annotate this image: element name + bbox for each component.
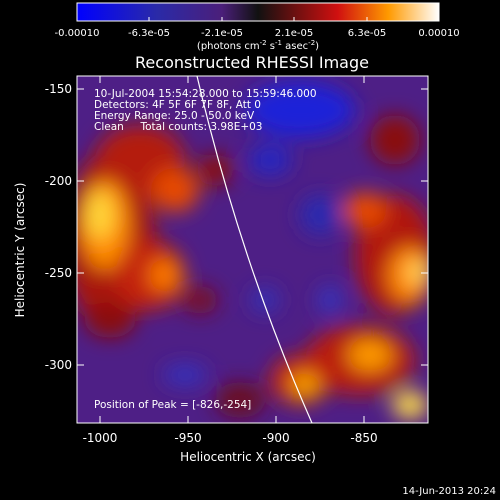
info-line-detectors: Detectors: 4F 5F 6F 7F 8F, Att 0 (94, 99, 261, 111)
info-line-energy: Energy Range: 25.0 - 50.0 keV (94, 110, 255, 122)
colorbar-label-6: 0.00010 (418, 28, 459, 39)
y-tick-label-1: -150 (45, 82, 72, 96)
colorbar-label-4: 2.1e-05 (275, 28, 313, 39)
peak-position: Position of Peak = [-826,-254] (94, 399, 251, 411)
y-tick-label-3: -250 (45, 266, 72, 280)
x-tick-label-2: -950 (174, 431, 201, 445)
y-tick-label-2: -200 (45, 174, 72, 188)
colorbar-label-2: -6.3e-05 (128, 28, 170, 39)
image-title: Reconstructed RHESSI Image (135, 53, 369, 72)
info-line-clean: Clean Total counts: 3.98E+03 (94, 121, 263, 133)
x-tick-label-4: -850 (350, 431, 377, 445)
colorbar-units: (photons cm-2 s-1 asec-2) (197, 39, 319, 52)
x-tick-label-1: -1000 (83, 431, 118, 445)
y-tick-label-4: -300 (45, 358, 72, 372)
info-line-time: 10-Jul-2004 15:54:28.000 to 15:59:46.000 (94, 88, 317, 100)
x-tick-label-3: -900 (262, 431, 289, 445)
axis-ticks (77, 76, 428, 423)
x-axis-label: Heliocentric X (arcsec) (180, 450, 316, 464)
colorbar-label-3: -2.1e-05 (201, 28, 243, 39)
image-frame (76, 75, 429, 424)
colorbar-label-1: -0.00010 (55, 28, 100, 39)
colorbar-label-5: 6.3e-05 (348, 28, 386, 39)
colorbar (76, 2, 440, 22)
colorbar-ticks (76, 17, 440, 21)
solar-image (77, 76, 428, 423)
y-axis-label: Heliocentric Y (arcsec) (13, 183, 27, 318)
timestamp: 14-Jun-2013 20:24 (402, 486, 496, 497)
solar-limb (196, 76, 313, 423)
